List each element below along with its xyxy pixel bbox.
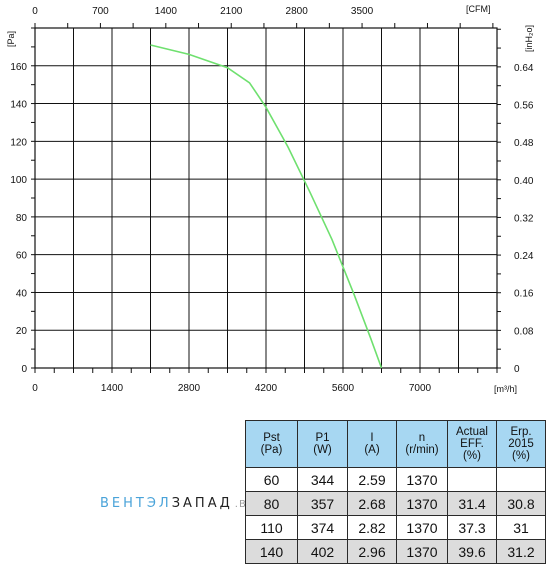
tick-label-bottom: 1400 [101, 383, 124, 394]
table-cell: 344 [297, 467, 348, 492]
table-cell: 374 [297, 515, 348, 540]
table-cell: 31.2 [496, 539, 546, 564]
table-row: 60 344 2.59 1370 [245, 467, 546, 492]
table-cell: 2.68 [347, 491, 397, 516]
tick-label-left: 120 [10, 137, 27, 148]
tick-label-right: 0.48 [514, 138, 534, 149]
table-cell: 1370 [396, 539, 448, 564]
unit-m3h: [m³/h] [494, 384, 517, 394]
tick-label-right: 0.24 [514, 251, 534, 262]
tick-label-left: 20 [16, 326, 28, 337]
tick-label-right: 0.64 [514, 63, 534, 74]
unit-inh2o: [inH₂o] [524, 25, 534, 52]
table-cell: 1370 [396, 467, 448, 492]
header-actual-eff: Actual EFF. (%) [447, 420, 497, 468]
header-pst: Pst (Pa) [245, 420, 298, 468]
watermark-part-1: ВЕНТЭЛ [100, 496, 172, 511]
table-cell: 37.3 [447, 515, 497, 540]
tick-label-bottom: 2800 [178, 383, 201, 394]
tick-label-top: 2800 [286, 6, 309, 17]
header-p1: P1 (W) [297, 420, 348, 468]
table-cell: 140 [245, 539, 298, 564]
tick-label-top: 1400 [155, 6, 178, 17]
watermark-part-3: .BY [234, 499, 254, 510]
pressure-flow-curve [150, 44, 383, 369]
table-cell: 110 [245, 515, 298, 540]
table-cell: 402 [297, 539, 348, 564]
table-cell: 39.6 [447, 539, 497, 564]
tick-label-bottom: 0 [32, 383, 38, 394]
table-cell: 31 [496, 515, 546, 540]
header-erp-2015: Erp. 2015 (%) [496, 420, 546, 468]
tick-label-bottom: 7000 [409, 383, 432, 394]
tick-label-right: 0.32 [514, 213, 534, 224]
table-row: 140 402 2.96 1370 39.6 31.2 [245, 539, 546, 564]
watermark-part-2: ЗАПАД [171, 496, 233, 511]
watermark: ВЕНТЭЛЗАПАД .BY [100, 496, 253, 511]
tick-label-left: 0 [21, 364, 27, 375]
tick-label-bottom: 4200 [255, 383, 278, 394]
table-cell: 2.59 [347, 467, 397, 492]
table-cell: 357 [297, 491, 348, 516]
tick-label-left: 140 [10, 100, 27, 111]
table-header-row: Pst (Pa) P1 (W) I (A) n (r/min) Actual EFF. (%… [245, 420, 546, 468]
table-cell: 2.82 [347, 515, 397, 540]
tick-label-right: 0.08 [514, 326, 534, 337]
chart-grid [35, 28, 497, 368]
table-cell [496, 467, 546, 492]
tick-label-top: 3500 [351, 6, 374, 17]
tick-label-top: 700 [92, 6, 109, 17]
tick-label-right: 0.16 [514, 289, 534, 300]
table-cell: 31.4 [447, 491, 497, 516]
tick-label-left: 100 [10, 175, 27, 186]
tick-label-right: 0.40 [514, 176, 534, 187]
tick-label-right: 0.56 [514, 101, 534, 112]
tick-label-top: 0 [32, 6, 38, 17]
spec-table: Pst (Pa) P1 (W) I (A) n (r/min) Actual EFF. (%… [245, 420, 546, 564]
header-current: I (A) [347, 420, 397, 468]
tick-label-top: 2100 [220, 6, 243, 17]
table-cell: 60 [245, 467, 298, 492]
table-cell: 1370 [396, 491, 448, 516]
table-row: 110 374 2.82 1370 37.3 31 [245, 515, 546, 540]
tick-label-right: 0 [514, 364, 520, 375]
tick-label-left: 80 [16, 213, 28, 224]
tick-label-left: 40 [16, 288, 28, 299]
table-cell: 2.96 [347, 539, 397, 564]
table-cell: 80 [245, 491, 298, 516]
header-speed: n (r/min) [396, 420, 448, 468]
tick-label-left: 60 [16, 251, 28, 262]
minor-ticks [31, 23, 501, 373]
tick-label-left: 160 [10, 62, 27, 73]
unit-pa: [Pa] [6, 31, 16, 47]
table-cell: 1370 [396, 515, 448, 540]
table-row: 80 357 2.68 1370 31.4 30.8 [245, 491, 546, 516]
table-cell [447, 467, 497, 492]
unit-cfm: [CFM] [466, 4, 491, 14]
tick-label-bottom: 5600 [332, 383, 355, 394]
table-cell: 30.8 [496, 491, 546, 516]
